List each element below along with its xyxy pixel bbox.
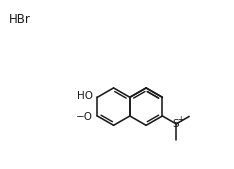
Text: HBr: HBr — [9, 13, 31, 26]
Text: +: + — [177, 115, 184, 124]
Text: S: S — [173, 119, 179, 129]
Text: −O: −O — [76, 112, 93, 122]
Text: HO: HO — [77, 91, 93, 101]
